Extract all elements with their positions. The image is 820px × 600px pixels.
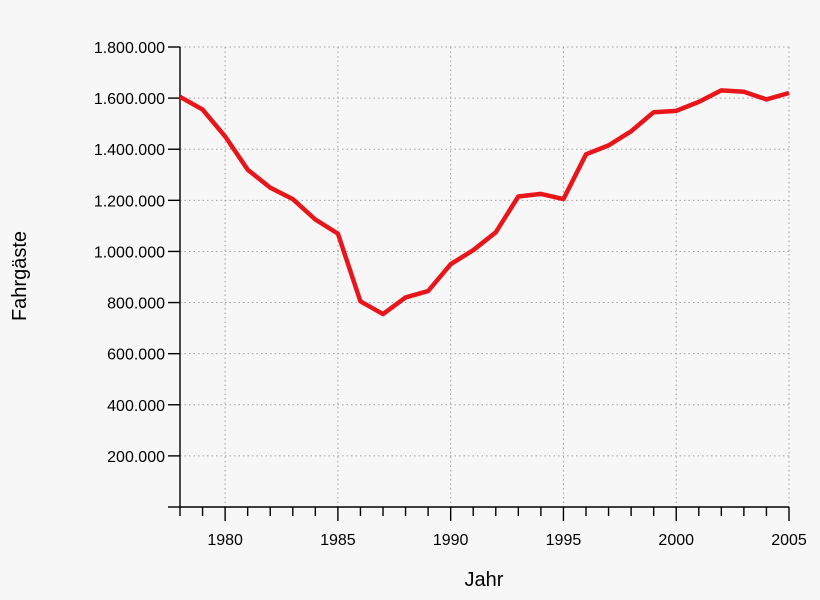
- y-tick-label: 1.800.000: [94, 40, 165, 57]
- grid-lines: [180, 46, 790, 507]
- x-tick-label: 2000: [658, 532, 694, 549]
- x-tick-label: 1995: [546, 532, 582, 549]
- x-tick-label: 2005: [771, 532, 807, 549]
- series-line: [178, 88, 790, 317]
- y-tick-label: 1.400.000: [94, 142, 165, 159]
- series-layer: [178, 88, 790, 317]
- y-tick-label: 1.000.000: [94, 244, 165, 261]
- axes: [168, 46, 790, 521]
- x-tick-label: 1990: [433, 532, 469, 549]
- y-tick-label: 200.000: [107, 449, 165, 466]
- y-tick-label: 1.600.000: [94, 91, 165, 108]
- x-tick-label: 1980: [207, 532, 243, 549]
- x-tick-label: 1985: [320, 532, 356, 549]
- y-tick-label: 1.200.000: [94, 193, 165, 210]
- tick-labels: 200.000 400.000 600.000 800.000 1.000.000 1.2…: [94, 40, 807, 549]
- x-axis-title: Jahr: [465, 569, 504, 591]
- y-tick-label: 800.000: [107, 296, 165, 313]
- y-tick-label: 400.000: [107, 398, 165, 415]
- y-axis-title: Fahrgäste: [9, 231, 31, 321]
- y-tick-label: 600.000: [107, 347, 165, 364]
